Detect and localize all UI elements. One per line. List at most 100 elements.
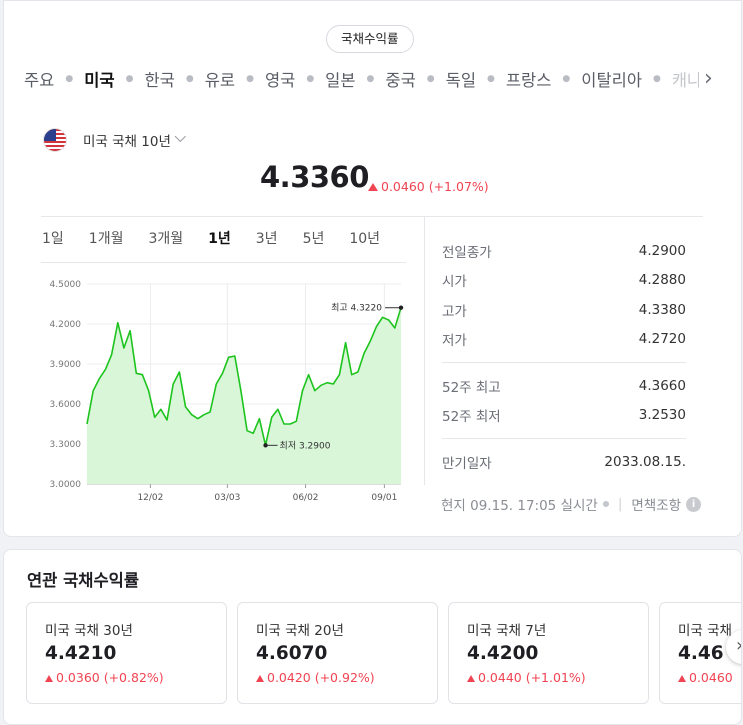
stat-value: 4.2880 bbox=[638, 272, 686, 289]
tab-separator: ● bbox=[366, 74, 375, 84]
tab-korea[interactable]: 한국 bbox=[144, 71, 175, 90]
divider bbox=[41, 216, 703, 217]
bond-price: 4.3360 bbox=[260, 160, 369, 194]
related-price: 4.4210 bbox=[45, 643, 117, 664]
disclaimer-link[interactable]: 면책조항 bbox=[631, 498, 682, 514]
low-marker bbox=[263, 443, 268, 448]
tab-uk[interactable]: 영국 bbox=[264, 71, 296, 90]
stat-value: 4.2720 bbox=[638, 331, 686, 348]
separator: | bbox=[617, 496, 623, 512]
related-title: 연관 국채수익률 bbox=[27, 571, 140, 590]
stat-value: 2033.08.15. bbox=[604, 453, 686, 470]
stat-low: 저가 4.2720 bbox=[442, 325, 686, 355]
y-tick-label: 3.9000 bbox=[50, 360, 82, 370]
related-change-value: 0.0360 (+0.82%) bbox=[56, 670, 164, 685]
related-change: 0.0440 (+1.01%) bbox=[467, 670, 586, 685]
tab-separator: ● bbox=[246, 74, 254, 84]
period-3m[interactable]: 3개월 bbox=[148, 231, 184, 247]
related-name: 미국 국채 bbox=[678, 623, 732, 639]
stats-panel: 전일종가 4.2900 시가 4.2880 고가 4.3380 저가 4.2720 52… bbox=[442, 236, 686, 477]
chevron-right-icon[interactable]: › bbox=[726, 630, 741, 664]
stat-label: 만기일자 bbox=[442, 455, 492, 472]
period-3y[interactable]: 3년 bbox=[255, 231, 278, 247]
low-label: 최저 3.2900 bbox=[280, 440, 331, 451]
up-arrow-icon bbox=[256, 675, 264, 682]
period-1d[interactable]: 1일 bbox=[42, 231, 64, 247]
stat-52w-low: 52주 최저 3.2530 bbox=[442, 401, 686, 431]
x-tick-label: 09/01 bbox=[371, 493, 397, 503]
bond-change: 0.0460 (+1.07%) bbox=[368, 179, 489, 194]
divider bbox=[41, 262, 406, 263]
stat-value: 4.3660 bbox=[638, 377, 686, 394]
related-name: 미국 국채 30년 bbox=[45, 623, 133, 639]
y-tick-label: 3.0000 bbox=[50, 480, 82, 490]
period-1y[interactable]: 1년 bbox=[208, 231, 231, 247]
related-change-value: 0.0420 (+0.92%) bbox=[267, 670, 375, 685]
timestamp: 현지 09.15. 17:05 실시간 bbox=[441, 498, 598, 514]
tab-separator: ● bbox=[562, 74, 571, 84]
stat-open: 시가 4.2880 bbox=[442, 266, 686, 296]
tab-major[interactable]: 주요 bbox=[24, 71, 55, 90]
up-arrow-icon bbox=[368, 183, 378, 191]
tab-separator: ● bbox=[65, 74, 74, 84]
stat-value: 3.2530 bbox=[638, 407, 686, 424]
y-tick-label: 4.2000 bbox=[50, 320, 82, 330]
bond-change-value: 0.0460 (+1.07%) bbox=[381, 179, 489, 194]
tab-us[interactable]: 미국 bbox=[84, 71, 115, 90]
y-tick-label: 3.6000 bbox=[50, 400, 82, 410]
stat-label: 전일종가 bbox=[442, 244, 492, 261]
stat-label: 저가 bbox=[442, 333, 467, 350]
stat-high: 고가 4.3380 bbox=[442, 295, 686, 325]
high-label: 최고 4.3220 bbox=[331, 303, 382, 314]
period-5y[interactable]: 5년 bbox=[302, 231, 325, 247]
tab-euro[interactable]: 유로 bbox=[204, 71, 236, 90]
chevron-right-icon[interactable]: › bbox=[704, 66, 713, 91]
y-tick-label: 4.5000 bbox=[50, 280, 82, 290]
up-arrow-icon bbox=[45, 675, 53, 682]
related-yields-card: 연관 국채수익률 미국 국채 30년 4.4210 0.0360 (+0.82%… bbox=[3, 549, 742, 725]
high-marker bbox=[398, 305, 404, 310]
footer-info: 현지 09.15. 17:05 실시간 | 면책조항 i bbox=[441, 494, 702, 514]
divider bbox=[424, 217, 425, 485]
yield-chart[interactable]: 4.5000 4.2000 3.9000 3.6000 3.3000 3.0000 12/0… bbox=[44, 274, 406, 504]
tab-china[interactable]: 중국 bbox=[385, 71, 416, 90]
divider bbox=[442, 362, 686, 363]
tab-separator: ● bbox=[426, 74, 435, 84]
related-card[interactable]: 미국 국채 30년 4.4210 0.0360 (+0.82%) bbox=[26, 602, 227, 704]
stat-label: 고가 bbox=[442, 303, 467, 320]
tab-germany[interactable]: 독일 bbox=[445, 71, 477, 90]
chart-line bbox=[86, 307, 402, 447]
tab-japan[interactable]: 일본 bbox=[325, 71, 356, 90]
related-change-value: 0.0440 (+1.01%) bbox=[478, 670, 586, 685]
chart-area bbox=[87, 307, 401, 484]
x-tick-label: 06/02 bbox=[293, 493, 319, 503]
related-price: 4.4200 bbox=[467, 643, 539, 664]
bond-name: 미국 국채 10년 bbox=[83, 134, 171, 150]
related-price: 4.6070 bbox=[256, 643, 328, 664]
tab-separator: ● bbox=[125, 74, 134, 84]
country-tabs: 주요 ● 미국 ● 한국 ● 유로 ● 영국 ● 일본 ● 중국 ● 독일 ● … bbox=[24, 64, 699, 94]
stat-value: 4.2900 bbox=[638, 242, 686, 259]
tab-france[interactable]: 프랑스 bbox=[505, 71, 552, 90]
tab-italy[interactable]: 이탈리아 bbox=[581, 71, 643, 90]
related-card[interactable]: 미국 국채 20년 4.6070 0.0420 (+0.92%) bbox=[237, 602, 438, 704]
x-tick-label: 03/03 bbox=[214, 493, 240, 503]
period-tabs: 1일 1개월 3개월 1년 3년 5년 10년 bbox=[42, 228, 406, 248]
tab-separator: ● bbox=[185, 74, 194, 84]
related-card[interactable]: 미국 국채 7년 4.4200 0.0440 (+1.01%) bbox=[448, 602, 649, 704]
divider bbox=[442, 438, 686, 439]
period-10y[interactable]: 10년 bbox=[349, 231, 381, 247]
period-1m[interactable]: 1개월 bbox=[88, 231, 124, 247]
related-name: 미국 국채 7년 bbox=[467, 623, 547, 639]
bond-selector[interactable]: 미국 국채 10년 bbox=[43, 128, 186, 152]
related-price: 4.46 bbox=[678, 643, 724, 664]
related-change: 0.0360 (+0.82%) bbox=[45, 670, 164, 685]
stat-label: 52주 최고 bbox=[442, 379, 501, 396]
info-icon[interactable]: i bbox=[686, 496, 702, 512]
related-change-value: 0.0460 bbox=[689, 670, 733, 685]
stat-label: 52주 최저 bbox=[442, 409, 501, 426]
stat-prev-close: 전일종가 4.2900 bbox=[442, 236, 686, 266]
up-arrow-icon bbox=[678, 675, 686, 682]
tab-canada[interactable]: 캐나다 bbox=[671, 71, 699, 90]
related-change: 0.0460 bbox=[678, 670, 733, 685]
